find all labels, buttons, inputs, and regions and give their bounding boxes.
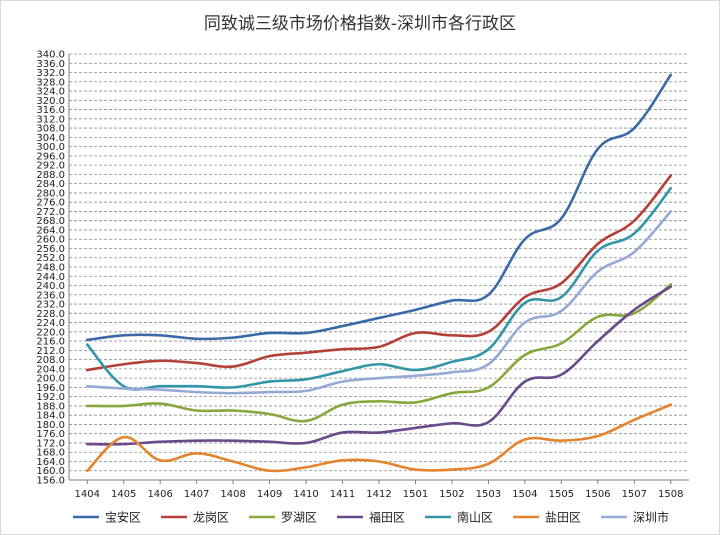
y-tick-label: 280.0 xyxy=(36,188,65,199)
x-tick-label: 1408 xyxy=(220,489,245,500)
series-line-2 xyxy=(85,174,673,372)
x-tick-label: 1507 xyxy=(622,489,647,500)
series-line-1 xyxy=(85,73,673,342)
y-tick-label: 320.0 xyxy=(36,96,65,107)
y-tick-label: 260.0 xyxy=(36,235,65,246)
y-tick-label: 268.0 xyxy=(36,216,65,227)
y-tick-label: 232.0 xyxy=(36,300,65,311)
x-tick-label: 1503 xyxy=(476,489,501,500)
legend-label: 福田区 xyxy=(369,510,405,525)
y-tick-label: 176.0 xyxy=(36,429,65,440)
x-tick-label: 1505 xyxy=(549,489,574,500)
y-tick-label: 228.0 xyxy=(36,309,65,320)
y-tick-label: 160.0 xyxy=(36,466,65,477)
y-tick-label: 276.0 xyxy=(36,198,65,209)
y-tick-label: 256.0 xyxy=(36,244,65,255)
y-tick-label: 264.0 xyxy=(36,225,65,236)
y-tick-label: 184.0 xyxy=(36,411,65,422)
y-tick-label: 248.0 xyxy=(36,263,65,274)
y-tick-label: 336.0 xyxy=(36,59,65,70)
y-tick-label: 312.0 xyxy=(36,114,65,125)
y-tick-label: 216.0 xyxy=(36,337,65,348)
series-line-6 xyxy=(85,403,673,473)
x-tick-label: 1412 xyxy=(366,489,391,500)
series-line-7 xyxy=(85,210,673,395)
y-tick-label: 300.0 xyxy=(36,142,65,153)
y-tick-label: 292.0 xyxy=(36,161,65,172)
x-tick-label: 1410 xyxy=(293,489,318,500)
y-tick-label: 192.0 xyxy=(36,392,65,403)
y-tick-label: 284.0 xyxy=(36,179,65,190)
y-tick-label: 332.0 xyxy=(36,68,65,79)
y-tick-label: 316.0 xyxy=(36,105,65,116)
y-tick-label: 296.0 xyxy=(36,151,65,162)
x-tick-label: 1411 xyxy=(330,489,355,500)
x-tick-label: 1501 xyxy=(403,489,428,500)
y-tick-label: 340.0 xyxy=(36,50,65,61)
x-tick-label: 1508 xyxy=(658,489,683,500)
series-line-5 xyxy=(85,186,673,391)
y-tick-label: 188.0 xyxy=(36,401,65,412)
x-tick-label: 1502 xyxy=(439,489,464,500)
y-tick-label: 288.0 xyxy=(36,170,65,181)
x-axis-ticks: 1404 1405 1406 1407 1408 1409 1410 1411 1412 1501… xyxy=(75,480,683,500)
y-tick-label: 328.0 xyxy=(36,77,65,88)
y-tick-label: 180.0 xyxy=(36,420,65,431)
y-tick-label: 204.0 xyxy=(36,364,65,375)
legend-label: 深圳市 xyxy=(633,510,669,525)
y-tick-label: 212.0 xyxy=(36,346,65,357)
legend-label: 宝安区 xyxy=(105,510,141,525)
x-tick-label: 1407 xyxy=(184,489,209,500)
y-tick-label: 304.0 xyxy=(36,133,65,144)
x-tick-label: 1404 xyxy=(75,489,100,500)
y-axis-ticks: 156.0160.0164.0168.0172.0176.0180.0184.0… xyxy=(36,50,65,487)
y-tick-label: 236.0 xyxy=(36,290,65,301)
legend-label: 南山区 xyxy=(457,510,493,525)
y-tick-label: 196.0 xyxy=(36,383,65,394)
gridlines xyxy=(69,53,689,481)
legend-label: 盐田区 xyxy=(545,511,581,525)
y-tick-label: 244.0 xyxy=(36,272,65,283)
x-tick-label: 1506 xyxy=(585,489,610,500)
y-tick-label: 324.0 xyxy=(36,87,65,98)
x-tick-label: 1406 xyxy=(147,489,172,500)
y-tick-label: 240.0 xyxy=(36,281,65,292)
y-tick-label: 308.0 xyxy=(36,124,65,135)
y-tick-label: 224.0 xyxy=(36,318,65,329)
y-tick-label: 164.0 xyxy=(36,457,65,468)
y-tick-label: 252.0 xyxy=(36,253,65,264)
y-tick-label: 172.0 xyxy=(36,438,65,449)
y-tick-label: 272.0 xyxy=(36,207,65,218)
y-tick-label: 200.0 xyxy=(36,374,65,385)
x-tick-label: 1405 xyxy=(111,489,136,500)
legend: 宝安区 龙岗区 罗湖区 福田区 南山区 盐田区 深圳市 xyxy=(73,510,669,525)
y-tick-label: 168.0 xyxy=(36,448,65,459)
legend-label: 罗湖区 xyxy=(281,510,317,525)
y-tick-label: 220.0 xyxy=(36,327,65,338)
y-tick-label: 156.0 xyxy=(36,476,65,487)
series-lines xyxy=(85,73,673,473)
legend-label: 龙岗区 xyxy=(193,511,229,525)
series-line-4 xyxy=(85,285,673,446)
series-line-3 xyxy=(85,283,673,423)
chart-title: 同致诚三级市场价格指数-深圳市各行政区 xyxy=(203,14,517,34)
x-tick-label: 1504 xyxy=(512,489,537,500)
y-tick-label: 208.0 xyxy=(36,355,65,366)
x-tick-label: 1409 xyxy=(257,489,282,500)
